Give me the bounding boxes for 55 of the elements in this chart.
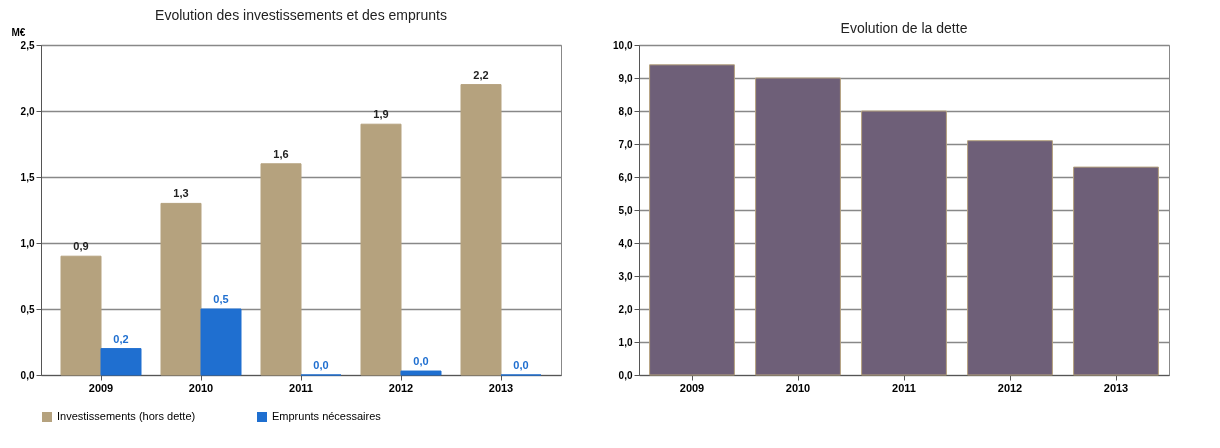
y-tick-label: 2,5 xyxy=(20,39,35,51)
x-tick-label: 2010 xyxy=(785,381,811,394)
bar xyxy=(967,140,1053,376)
y-tick-label: 0,0 xyxy=(618,369,633,381)
y-tick-label: 5,0 xyxy=(618,204,633,216)
data-label: 1,6 xyxy=(273,147,289,160)
y-tick-label: 0,5 xyxy=(20,303,35,315)
data-label: 2,2 xyxy=(473,68,489,81)
bar xyxy=(360,123,402,376)
bar xyxy=(649,64,735,376)
x-tick-label: 2010 xyxy=(188,381,214,394)
x-tick-label: 2009 xyxy=(679,381,705,394)
x-tick-label: 2013 xyxy=(1103,381,1129,394)
bar xyxy=(400,370,442,376)
data-label: 0,9 xyxy=(73,240,89,253)
y-tick-label: 4,0 xyxy=(618,237,633,249)
data-label: 0,5 xyxy=(213,293,229,305)
legend-label: Emprunts nécessaires xyxy=(272,410,382,422)
data-label: 0,0 xyxy=(313,359,329,371)
y-tick-label: 1,5 xyxy=(20,171,35,183)
chart-title: Evolution des investissements et des emprunts xyxy=(155,7,447,23)
y-tick-label: 0,0 xyxy=(20,369,35,381)
y-tick-label: 8,0 xyxy=(618,105,633,117)
chart-title: Evolution de la dette xyxy=(840,20,968,36)
data-label: 1,3 xyxy=(173,187,189,200)
bar xyxy=(861,110,947,376)
bar xyxy=(460,84,502,376)
y-tick-label: 10,0 xyxy=(613,39,633,51)
y-tick-label: 7,0 xyxy=(618,138,633,150)
x-tick-label: 2012 xyxy=(388,381,414,394)
data-label: 0,0 xyxy=(413,355,429,368)
x-tick-label: 2013 xyxy=(488,381,514,394)
y-tick-label: 6,0 xyxy=(618,171,633,183)
bar xyxy=(100,348,142,376)
y-axis-title: M€ xyxy=(11,26,26,38)
data-label: 0,2 xyxy=(113,332,129,345)
bar xyxy=(260,163,302,376)
bar xyxy=(1073,166,1159,376)
y-tick-label: 2,0 xyxy=(618,303,633,315)
y-tick-label: 2,0 xyxy=(20,105,35,117)
y-tick-label: 3,0 xyxy=(618,270,633,282)
data-label: 0,0 xyxy=(513,359,529,371)
bar xyxy=(60,255,102,376)
x-tick-label: 2009 xyxy=(88,381,114,394)
x-tick-label: 2011 xyxy=(289,381,313,394)
y-tick-label: 1,0 xyxy=(20,237,35,249)
bar xyxy=(755,77,841,376)
bar xyxy=(160,202,202,376)
x-tick-label: 2012 xyxy=(997,381,1023,394)
data-label: 1,9 xyxy=(373,108,389,121)
legend-label: Investissements (hors dette) xyxy=(57,410,196,422)
y-tick-label: 9,0 xyxy=(618,72,633,84)
bar xyxy=(200,308,242,376)
y-tick-label: 1,0 xyxy=(618,336,633,348)
x-tick-label: 2011 xyxy=(892,381,916,394)
